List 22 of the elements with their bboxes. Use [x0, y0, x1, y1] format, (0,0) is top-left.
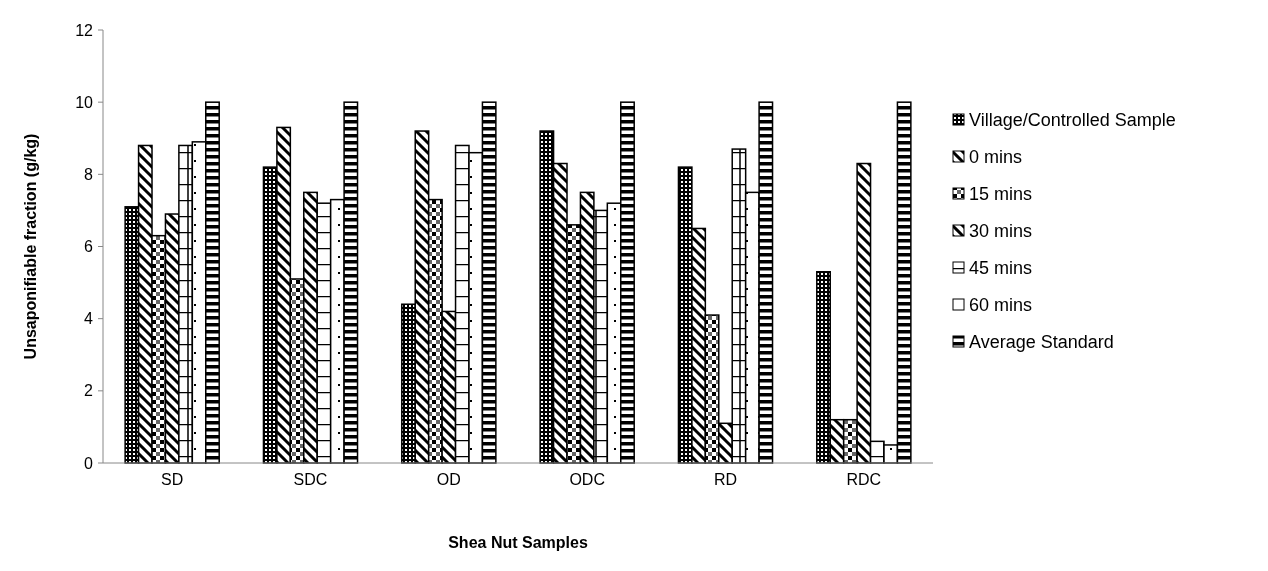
y-tick-label: 0: [84, 454, 94, 472]
x-tick-label: RDC: [846, 471, 882, 488]
y-tick-label: 12: [75, 21, 94, 39]
y-tick-label: 8: [84, 165, 94, 183]
x-tick-label: RD: [713, 471, 738, 488]
y-tick-label: 10: [75, 93, 94, 111]
legend-label: 0 mins: [969, 147, 1023, 168]
legend-label: Village/Controlled Sample: [969, 110, 1176, 131]
y-tick-label: 6: [84, 238, 94, 256]
legend-label: 60 mins: [969, 295, 1033, 316]
legend-label: Average Standard: [969, 332, 1114, 353]
y-tick-label: 2: [84, 382, 94, 400]
x-tick-label: OD: [436, 471, 461, 488]
x-tick-label: ODC: [569, 471, 605, 488]
x-tick-label: SDC: [293, 471, 328, 488]
y-tick-label: 4: [84, 310, 94, 328]
legend-label: 30 mins: [969, 221, 1033, 242]
legend-label: 45 mins: [969, 258, 1033, 279]
x-tick-label: SD: [161, 471, 184, 488]
y-axis-title: Unsaponifiable fraction (g/kg): [22, 133, 39, 360]
x-axis-title: Shea Nut Samples: [448, 534, 588, 551]
legend-label: 15 mins: [969, 184, 1033, 205]
